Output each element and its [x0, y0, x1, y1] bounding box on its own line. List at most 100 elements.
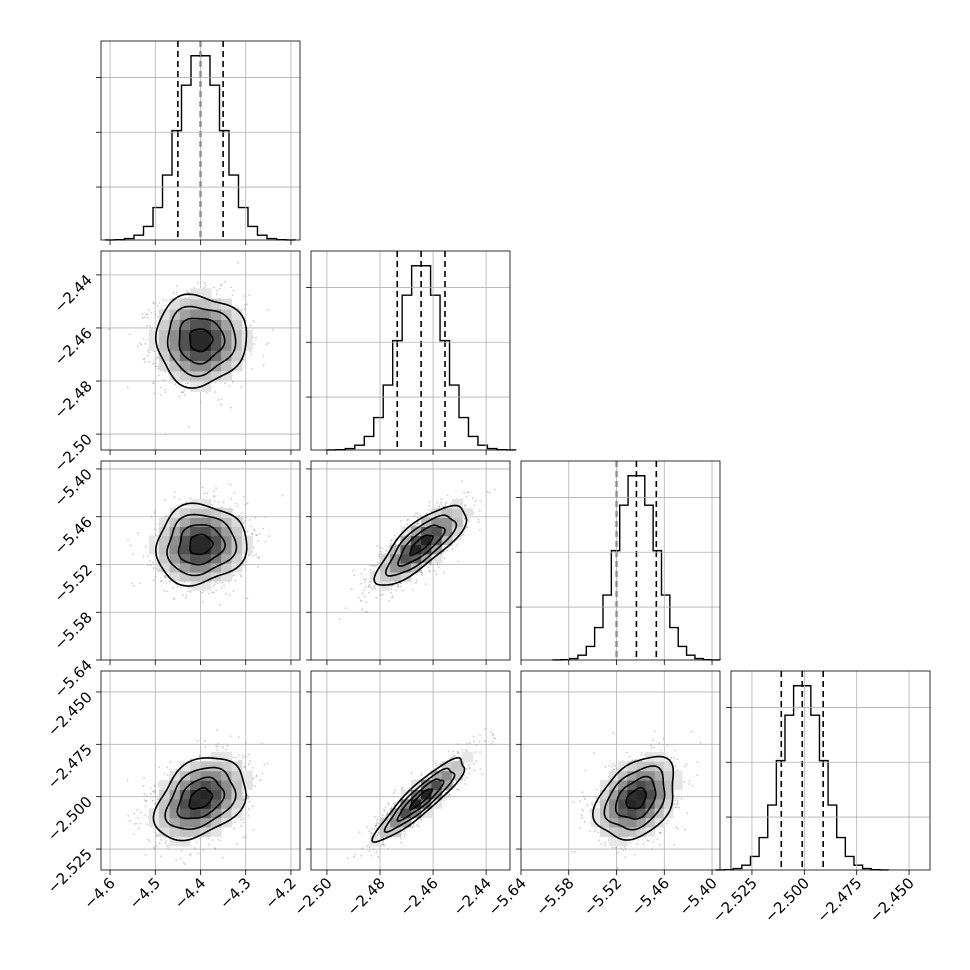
density-cell	[200, 360, 212, 372]
contour-0	[408, 788, 434, 811]
density-cell	[431, 526, 443, 537]
density-cell	[431, 535, 443, 546]
density-cell	[231, 517, 243, 527]
density-cell	[179, 370, 191, 382]
scatter-panel-3-0	[126, 729, 269, 865]
density-cell	[636, 826, 647, 837]
density-cell	[452, 761, 463, 772]
density-cell	[410, 808, 422, 819]
density-cell	[210, 329, 222, 341]
y-tick-label: −2.44	[51, 271, 96, 316]
density-cell	[190, 808, 202, 819]
density-cell	[179, 808, 191, 819]
contour-1	[177, 524, 226, 566]
density-cell	[390, 562, 402, 573]
density-cell	[421, 544, 432, 555]
density-cell	[159, 535, 170, 546]
density-cell	[421, 526, 432, 537]
density-cell	[410, 562, 422, 573]
density-cell	[231, 329, 243, 341]
density-cell	[169, 798, 181, 809]
density-cell	[190, 298, 202, 310]
density-cell	[654, 761, 665, 772]
density-cell	[200, 508, 212, 518]
density-cell	[462, 751, 474, 762]
density-cell	[400, 526, 412, 537]
density-cell	[169, 350, 181, 362]
density-cell	[400, 544, 412, 555]
density-cell	[627, 789, 637, 800]
density-cell	[159, 544, 170, 555]
density-cell	[190, 571, 202, 582]
density-cell	[179, 789, 191, 800]
density-cell	[169, 571, 181, 582]
grid-3-0	[101, 671, 300, 870]
density-cell	[169, 544, 181, 555]
density-cell	[200, 517, 212, 527]
density-cell	[179, 339, 191, 351]
density-cell	[179, 526, 191, 537]
density-cell	[379, 581, 391, 591]
contour-2	[384, 514, 458, 577]
density-cell	[200, 350, 212, 362]
density-cell	[609, 798, 619, 809]
density-cell	[210, 770, 222, 781]
density-cell	[663, 789, 674, 800]
density-cell	[241, 780, 253, 790]
density-cell	[618, 780, 628, 790]
density-cell	[200, 544, 212, 555]
density-cell	[159, 826, 170, 837]
density-cell	[148, 339, 160, 351]
density-cell	[221, 370, 233, 382]
density-cell	[200, 370, 212, 382]
y-tick-label: −2.50	[51, 430, 96, 475]
density-cell	[148, 329, 160, 341]
density-cell	[618, 761, 628, 772]
contour-1	[176, 776, 226, 820]
density-cell	[159, 526, 170, 537]
x-tick-label: −2.450	[866, 874, 918, 926]
y-tick-label: −2.500	[44, 793, 96, 845]
x-tick-label: −2.44	[450, 874, 495, 919]
x-tick-label: −2.525	[709, 874, 761, 926]
density-cell	[390, 544, 402, 555]
density-cell	[169, 508, 181, 518]
density-cell	[221, 360, 233, 372]
density-cell	[241, 339, 253, 351]
density-cell	[210, 789, 222, 800]
density-cell	[452, 770, 463, 781]
x-tick-label: −2.48	[344, 874, 389, 919]
density-cell	[441, 508, 453, 518]
density-cell	[179, 798, 191, 809]
density-cell	[179, 535, 191, 546]
contour-0	[189, 328, 214, 353]
grid-3-3	[731, 671, 930, 870]
density-cell	[654, 808, 665, 819]
contour-2	[164, 766, 237, 831]
density-cell	[654, 780, 665, 790]
x-tick-label: −4.6	[80, 874, 118, 912]
y-tick-label: −2.450	[44, 688, 96, 740]
density-cell	[221, 780, 233, 790]
density-cell	[609, 836, 619, 847]
density-cell	[179, 319, 191, 331]
contour-2	[166, 305, 237, 378]
density-cell	[179, 309, 191, 320]
scatter-panel-2-0	[127, 483, 284, 606]
y-tick-label: −5.52	[51, 561, 96, 606]
x-tick-label: −5.58	[532, 874, 577, 919]
density-cell	[221, 789, 233, 800]
density-cell	[159, 329, 170, 341]
y-tick-label: −2.46	[51, 324, 96, 369]
density-cell	[231, 350, 243, 362]
grid-2-0	[101, 461, 300, 660]
density-cell	[452, 517, 463, 527]
density-cell	[190, 381, 202, 392]
density-cell	[210, 370, 222, 382]
density-cell	[410, 544, 422, 555]
density-cell	[221, 526, 233, 537]
x-tick-label: −4.4	[171, 874, 209, 912]
density-cell	[441, 517, 453, 527]
density-cell	[159, 309, 170, 320]
x-tick-label: −2.46	[397, 874, 442, 919]
